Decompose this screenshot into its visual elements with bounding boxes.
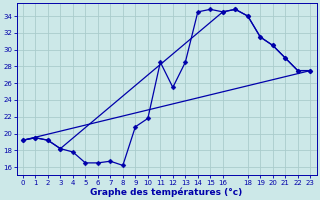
X-axis label: Graphe des températures (°c): Graphe des températures (°c) [91,187,243,197]
